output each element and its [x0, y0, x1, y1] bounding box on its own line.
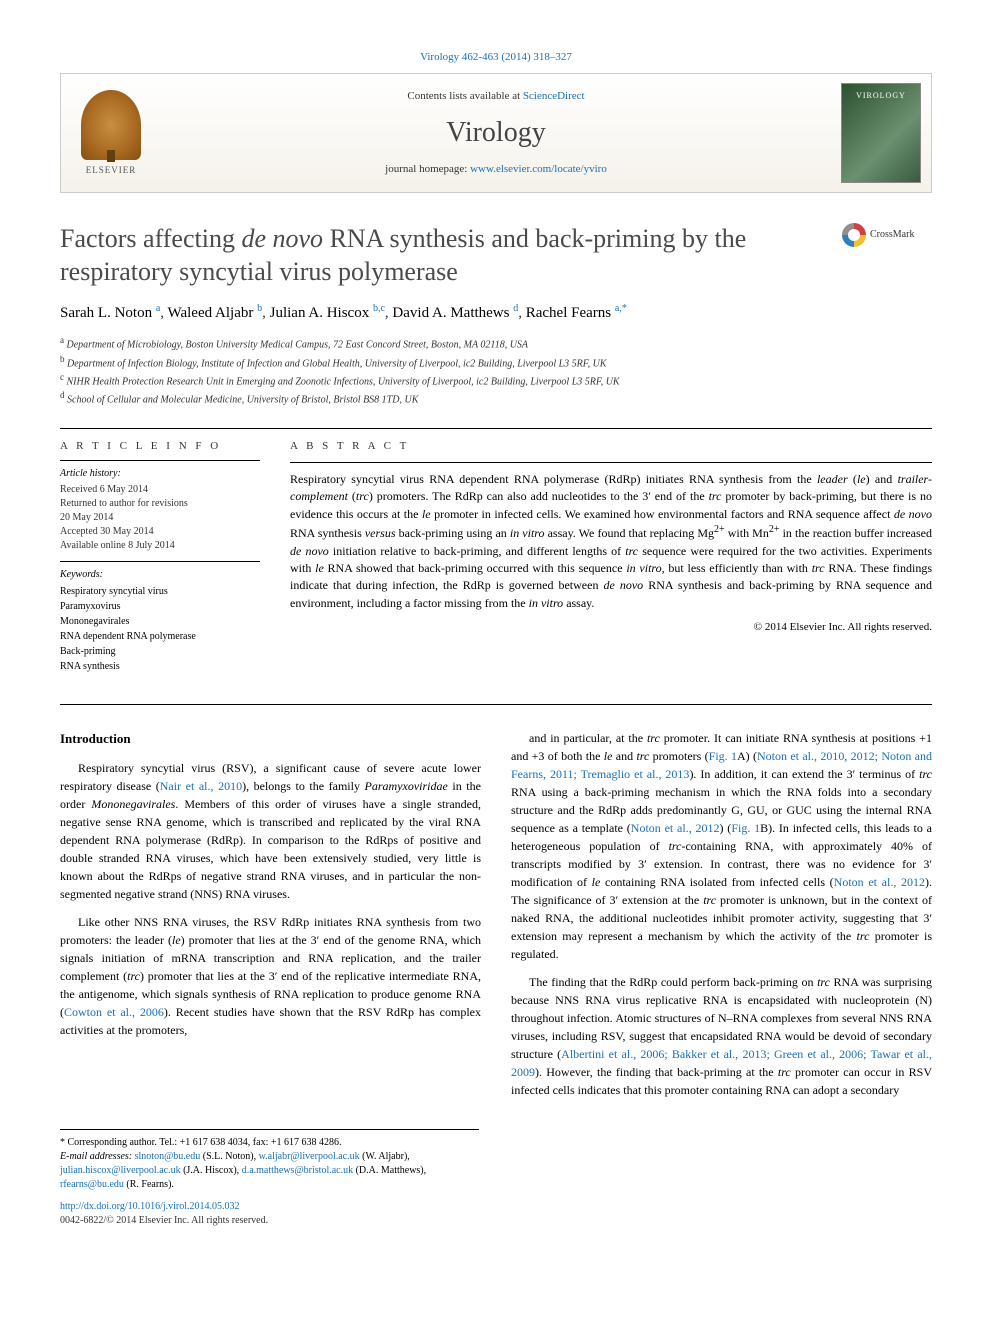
affiliation-line: b Department of Infection Biology, Insti… [60, 353, 932, 371]
abstract-divider [290, 462, 932, 463]
body-columns: Introduction Respiratory syncytial virus… [60, 729, 932, 1109]
top-citation-link[interactable]: Virology 462-463 (2014) 318–327 [420, 51, 572, 63]
elsevier-tree-icon [81, 90, 141, 160]
keyword: RNA dependent RNA polymerase [60, 629, 260, 644]
sciencedirect-link[interactable]: ScienceDirect [523, 90, 585, 102]
abstract-copyright: © 2014 Elsevier Inc. All rights reserved… [290, 620, 932, 635]
corresponding-author: * Corresponding author. Tel.: +1 617 638… [60, 1136, 479, 1150]
email-label: E-mail addresses: [60, 1151, 132, 1162]
affiliation-line: c NIHR Health Protection Research Unit i… [60, 371, 932, 389]
body-right-column: and in particular, at the trc promoter. … [511, 729, 932, 1109]
issn-line: 0042-6822/© 2014 Elsevier Inc. All right… [60, 1214, 932, 1228]
author-affil-sup: d [513, 303, 518, 314]
introduction-heading: Introduction [60, 729, 481, 749]
history-line: 20 May 2014 [60, 511, 260, 525]
publisher-name: ELSEVIER [81, 164, 141, 177]
info-divider-1 [60, 460, 260, 461]
right-paragraphs: and in particular, at the trc promoter. … [511, 729, 932, 1099]
elsevier-logo[interactable]: ELSEVIER [81, 90, 141, 177]
body-paragraph: and in particular, at the trc promoter. … [511, 729, 932, 963]
crossmark-icon [842, 223, 866, 247]
email-addresses: E-mail addresses: slnoton@bu.edu (S.L. N… [60, 1150, 479, 1192]
history-lines: Received 6 May 2014Returned to author fo… [60, 483, 260, 553]
affiliation-line: d School of Cellular and Molecular Medic… [60, 389, 932, 407]
abstract-text: Respiratory syncytial virus RNA dependen… [290, 471, 932, 612]
author-affil-sup: b [257, 303, 262, 314]
history-line: Returned to author for revisions [60, 497, 260, 511]
left-paragraphs: Respiratory syncytial virus (RSV), a sig… [60, 759, 481, 1039]
footnotes: * Corresponding author. Tel.: +1 617 638… [60, 1129, 479, 1192]
body-paragraph: The finding that the RdRp could perform … [511, 973, 932, 1099]
author-name: Julian A. Hiscox [270, 305, 370, 321]
doi-line: http://dx.doi.org/10.1016/j.virol.2014.0… [60, 1200, 932, 1214]
history-line: Available online 8 July 2014 [60, 539, 260, 553]
keyword: Back-priming [60, 644, 260, 659]
keyword: Mononegavirales [60, 614, 260, 629]
journal-name: Virology [446, 113, 545, 152]
keyword: RNA synthesis [60, 659, 260, 674]
abstract-column: A B S T R A C T Respiratory syncytial vi… [290, 439, 932, 674]
header-center: Contents lists available at ScienceDirec… [161, 74, 831, 192]
divider-mid [60, 704, 932, 705]
author-affil-sup: a,* [615, 303, 627, 314]
title-row: Factors affecting de novo RNA synthesis … [60, 223, 932, 288]
homepage-line: journal homepage: www.elsevier.com/locat… [385, 162, 607, 177]
article-info: A R T I C L E I N F O Article history: R… [60, 439, 260, 674]
authors-line: Sarah L. Noton a, Waleed Aljabr b, Julia… [60, 302, 932, 324]
article-title: Factors affecting de novo RNA synthesis … [60, 223, 842, 288]
journal-cover-icon[interactable]: VIROLOGY [841, 83, 921, 183]
keyword: Respiratory syncytial virus [60, 584, 260, 599]
divider-top [60, 428, 932, 429]
body-left-column: Introduction Respiratory syncytial virus… [60, 729, 481, 1109]
affiliations: a Department of Microbiology, Boston Uni… [60, 334, 932, 407]
history-label: Article history: [60, 467, 260, 481]
keywords-label: Keywords: [60, 568, 260, 582]
author-name: Sarah L. Noton [60, 305, 152, 321]
body-paragraph: Respiratory syncytial virus (RSV), a sig… [60, 759, 481, 903]
info-abstract-row: A R T I C L E I N F O Article history: R… [60, 439, 932, 674]
crossmark-badge[interactable]: CrossMark [842, 223, 932, 247]
publisher-logo-area: ELSEVIER [61, 74, 161, 192]
contents-line: Contents lists available at ScienceDirec… [407, 89, 584, 104]
author-name: David A. Matthews [392, 305, 509, 321]
author-name: Waleed Aljabr [168, 305, 254, 321]
author-name: Rachel Fearns [526, 305, 611, 321]
body-paragraph: Like other NNS RNA viruses, the RSV RdRp… [60, 913, 481, 1039]
info-divider-2 [60, 561, 260, 562]
journal-cover-area: VIROLOGY [831, 74, 931, 192]
title-italic: de novo [241, 224, 323, 253]
title-part1: Factors affecting [60, 224, 241, 253]
abstract-heading: A B S T R A C T [290, 439, 932, 454]
affiliation-line: a Department of Microbiology, Boston Uni… [60, 334, 932, 352]
journal-cover-label: VIROLOGY [856, 90, 906, 101]
homepage-prefix: journal homepage: [385, 163, 470, 175]
keywords-list: Respiratory syncytial virusParamyxovirus… [60, 584, 260, 674]
history-line: Received 6 May 2014 [60, 483, 260, 497]
article-info-heading: A R T I C L E I N F O [60, 439, 260, 454]
journal-header: ELSEVIER Contents lists available at Sci… [60, 73, 932, 193]
keyword: Paramyxovirus [60, 599, 260, 614]
author-affil-sup: b,c [373, 303, 385, 314]
homepage-link[interactable]: www.elsevier.com/locate/yviro [470, 163, 607, 175]
author-affil-sup: a [156, 303, 160, 314]
crossmark-label: CrossMark [870, 228, 914, 242]
history-line: Accepted 30 May 2014 [60, 525, 260, 539]
contents-prefix: Contents lists available at [407, 90, 522, 102]
top-citation: Virology 462-463 (2014) 318–327 [60, 50, 932, 65]
doi-link[interactable]: http://dx.doi.org/10.1016/j.virol.2014.0… [60, 1201, 240, 1212]
